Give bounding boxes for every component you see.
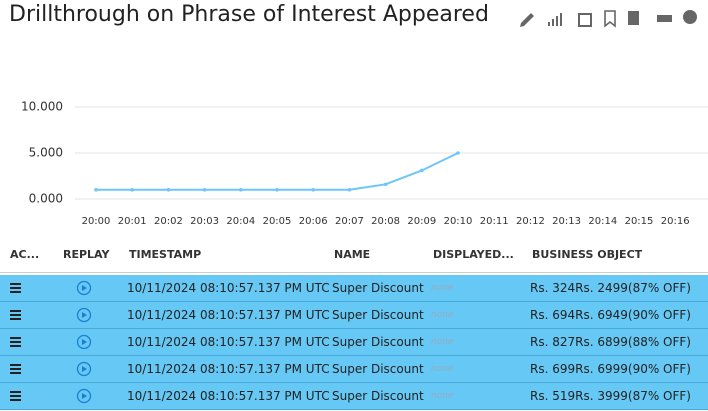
x-tick-label: 20:09 <box>407 216 436 227</box>
menu-icon[interactable] <box>10 336 22 348</box>
point <box>94 188 98 192</box>
x-tick-label: 20:05 <box>263 216 292 227</box>
table-cell: 10/11/2024 08:10:57.137 PM UTC <box>127 362 330 376</box>
table-cell: 10/11/2024 08:10:57.137 PM UTC <box>127 389 330 403</box>
replay-button[interactable] <box>76 361 92 377</box>
column-header[interactable]: REPLAY <box>63 248 110 261</box>
x-tick-label: 20:10 <box>444 216 473 227</box>
table-row: 10/11/2024 08:10:57.137 PM UTC Super Disc… <box>0 302 708 329</box>
calendar-icon[interactable] <box>578 13 592 27</box>
point <box>275 188 279 192</box>
table-cell: Super Discount <box>332 281 424 295</box>
x-tick-label: 20:16 <box>661 216 690 227</box>
y-tick-label: 5.000 <box>29 146 63 160</box>
table-cell: none <box>431 391 454 401</box>
table-cell: Rs. 827Rs. 6899(88% OFF) <box>530 335 691 349</box>
column-header[interactable]: AC... <box>10 248 40 261</box>
signal-icon[interactable] <box>548 13 562 26</box>
x-tick-label: 20:12 <box>516 216 545 227</box>
x-tick-label: 20:00 <box>82 216 111 227</box>
point <box>130 188 134 192</box>
menu-icon[interactable] <box>10 282 22 294</box>
menu-icon[interactable] <box>10 363 22 375</box>
column-header[interactable]: BUSINESS OBJECT <box>532 248 643 261</box>
table-row: 10/11/2024 08:10:57.137 PM UTC Super Disc… <box>0 356 708 383</box>
table-cell: Super Discount <box>332 362 424 376</box>
edit-icon[interactable] <box>520 13 534 27</box>
table-cell: Rs. 694Rs. 6949(90% OFF) <box>530 308 691 322</box>
chart: 0.000 5.000 10.000 20:00 20:01 20:02 20:03 20:0… <box>21 100 708 227</box>
x-tick-label: 20:15 <box>625 216 654 227</box>
x-tick-label: 20:08 <box>371 216 400 227</box>
table-row: 10/11/2024 08:10:57.137 PM UTC Super Disc… <box>0 275 708 302</box>
csv-icon[interactable] <box>628 11 639 25</box>
replay-button[interactable] <box>76 388 92 404</box>
table-cell: none <box>431 283 454 293</box>
toolbar <box>520 10 697 28</box>
x-tick-label: 20:01 <box>118 216 147 227</box>
column-header[interactable]: NAME <box>334 248 371 261</box>
point <box>347 188 352 192</box>
table-cell: none <box>431 310 454 320</box>
column-header[interactable]: TIMESTAMP <box>129 248 202 261</box>
table-cell: Super Discount <box>332 389 424 403</box>
menu-icon[interactable] <box>10 309 22 321</box>
replay-button[interactable] <box>76 307 92 323</box>
table-cell: 10/11/2024 08:10:57.137 PM UTC <box>127 335 330 349</box>
point <box>239 188 243 192</box>
replay-button[interactable] <box>76 280 92 296</box>
table-row: 10/11/2024 08:10:57.137 PM UTC Super Disc… <box>0 383 708 410</box>
x-tick-label: 20:07 <box>335 216 364 227</box>
x-tick-label: 20:02 <box>154 216 183 227</box>
bookmark-icon[interactable] <box>604 10 616 28</box>
table-cell: Rs. 699Rs. 6999(90% OFF) <box>530 362 691 376</box>
x-tick-label: 20:04 <box>226 216 255 227</box>
point <box>311 188 316 192</box>
x-tick-label: 20:06 <box>299 216 328 227</box>
table-header <box>0 240 708 273</box>
table-cell: 10/11/2024 08:10:57.137 PM UTC <box>127 308 330 322</box>
table-cell: Rs. 519Rs. 3999(87% OFF) <box>530 389 691 403</box>
point <box>420 168 424 173</box>
table-cell: 10/11/2024 08:10:57.137 PM UTC <box>127 281 330 295</box>
table-cell: none <box>431 364 454 374</box>
y-tick-label: 0.000 <box>29 192 63 206</box>
title: Drillthrough on Phrase of Interest Appea… <box>9 2 489 27</box>
x-tick-label: 20:03 <box>190 216 219 227</box>
x-tick-label: 20:13 <box>552 216 581 227</box>
print-icon[interactable] <box>657 15 672 22</box>
menu-icon[interactable] <box>10 390 22 402</box>
column-header[interactable]: DISPLAYED... <box>433 248 514 261</box>
x-tick-label: 20:11 <box>480 216 509 227</box>
table-cell: Super Discount <box>332 335 424 349</box>
table-row: 10/11/2024 08:10:57.137 PM UTC Super Disc… <box>0 329 708 356</box>
y-tick-label: 10.000 <box>21 100 63 114</box>
point <box>383 182 388 187</box>
point <box>202 188 207 192</box>
point <box>456 151 460 155</box>
table-cell: Rs. 324Rs. 2499(87% OFF) <box>530 281 691 295</box>
line <box>96 152 459 191</box>
table-cell: Super Discount <box>332 308 424 322</box>
point <box>166 188 171 192</box>
replay-button[interactable] <box>76 334 92 350</box>
info-icon[interactable] <box>683 10 697 24</box>
table-cell: none <box>431 337 454 347</box>
x-tick-label: 20:14 <box>588 216 617 227</box>
